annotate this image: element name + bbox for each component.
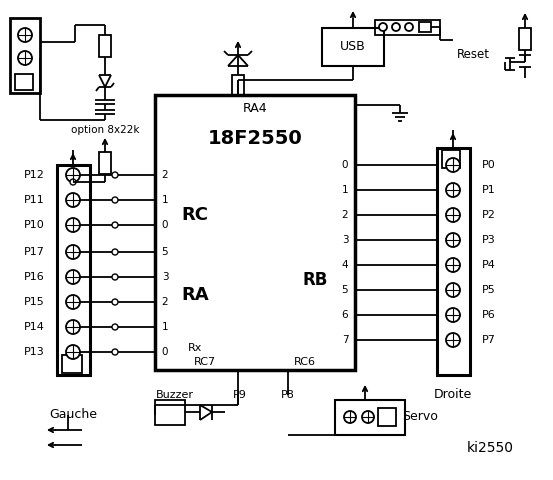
Text: P10: P10 bbox=[24, 220, 45, 230]
Text: 5: 5 bbox=[161, 247, 168, 257]
Circle shape bbox=[66, 295, 80, 309]
Circle shape bbox=[112, 222, 118, 228]
Bar bbox=[232, 75, 244, 95]
Circle shape bbox=[112, 172, 118, 178]
Bar bbox=[62, 355, 82, 373]
Text: 4: 4 bbox=[342, 260, 348, 270]
Text: P2: P2 bbox=[482, 210, 496, 220]
Circle shape bbox=[112, 299, 118, 305]
Circle shape bbox=[392, 23, 400, 31]
Text: option 8x22k: option 8x22k bbox=[71, 125, 139, 135]
Text: 18F2550: 18F2550 bbox=[207, 129, 302, 147]
Text: Servo: Servo bbox=[402, 410, 438, 423]
Circle shape bbox=[446, 283, 460, 297]
Circle shape bbox=[379, 23, 387, 31]
Text: P0: P0 bbox=[482, 160, 495, 170]
Circle shape bbox=[112, 197, 118, 203]
Text: P4: P4 bbox=[482, 260, 496, 270]
Bar bbox=[57, 165, 90, 375]
Bar bbox=[155, 400, 185, 425]
Bar bbox=[375, 20, 440, 35]
Text: 0: 0 bbox=[161, 220, 168, 230]
Text: 2: 2 bbox=[342, 210, 348, 220]
Text: RC7: RC7 bbox=[194, 357, 216, 367]
Circle shape bbox=[66, 270, 80, 284]
Text: RC6: RC6 bbox=[294, 357, 316, 367]
Bar bbox=[335, 400, 405, 435]
Text: Gauche: Gauche bbox=[49, 408, 97, 421]
Bar bbox=[322, 28, 384, 66]
Circle shape bbox=[344, 411, 356, 423]
Text: P15: P15 bbox=[24, 297, 45, 307]
Text: P11: P11 bbox=[24, 195, 45, 205]
Text: 2: 2 bbox=[161, 297, 168, 307]
Text: 3: 3 bbox=[161, 272, 168, 282]
Text: P5: P5 bbox=[482, 285, 495, 295]
Circle shape bbox=[18, 51, 32, 65]
Text: P1: P1 bbox=[482, 185, 495, 195]
Circle shape bbox=[362, 411, 374, 423]
Bar bbox=[419, 22, 431, 32]
Text: 0: 0 bbox=[342, 160, 348, 170]
Text: 5: 5 bbox=[342, 285, 348, 295]
Text: 1: 1 bbox=[342, 185, 348, 195]
Circle shape bbox=[66, 218, 80, 232]
Circle shape bbox=[446, 333, 460, 347]
Bar bbox=[15, 74, 33, 90]
Bar bbox=[519, 28, 531, 50]
Bar bbox=[10, 18, 40, 93]
Text: 3: 3 bbox=[342, 235, 348, 245]
Text: P14: P14 bbox=[24, 322, 45, 332]
Text: USB: USB bbox=[340, 40, 366, 53]
Circle shape bbox=[66, 345, 80, 359]
Circle shape bbox=[446, 158, 460, 172]
Text: 1: 1 bbox=[161, 195, 168, 205]
Text: RC: RC bbox=[181, 206, 208, 224]
Text: Rx: Rx bbox=[188, 343, 202, 353]
Text: P16: P16 bbox=[24, 272, 45, 282]
Bar bbox=[437, 148, 470, 375]
Text: P6: P6 bbox=[482, 310, 495, 320]
Bar bbox=[442, 150, 460, 168]
Text: Buzzer: Buzzer bbox=[156, 390, 194, 400]
Circle shape bbox=[446, 233, 460, 247]
Circle shape bbox=[405, 23, 413, 31]
Circle shape bbox=[112, 324, 118, 330]
Text: P9: P9 bbox=[233, 390, 247, 400]
Text: 2: 2 bbox=[161, 170, 168, 180]
Circle shape bbox=[66, 245, 80, 259]
Circle shape bbox=[66, 193, 80, 207]
Text: P3: P3 bbox=[482, 235, 495, 245]
Text: 7: 7 bbox=[342, 335, 348, 345]
Circle shape bbox=[66, 320, 80, 334]
Text: RA: RA bbox=[181, 286, 209, 304]
Text: Droite: Droite bbox=[434, 388, 472, 401]
Circle shape bbox=[446, 183, 460, 197]
Circle shape bbox=[446, 208, 460, 222]
Circle shape bbox=[66, 168, 80, 182]
Bar bbox=[378, 408, 396, 426]
Text: Reset: Reset bbox=[457, 48, 490, 61]
Text: ki2550: ki2550 bbox=[467, 441, 514, 455]
Bar bbox=[155, 95, 355, 370]
Circle shape bbox=[18, 28, 32, 42]
Circle shape bbox=[112, 249, 118, 255]
Circle shape bbox=[446, 258, 460, 272]
Circle shape bbox=[112, 349, 118, 355]
Text: P7: P7 bbox=[482, 335, 496, 345]
Text: P17: P17 bbox=[24, 247, 45, 257]
Circle shape bbox=[112, 274, 118, 280]
Text: P13: P13 bbox=[24, 347, 45, 357]
Text: P8: P8 bbox=[281, 390, 295, 400]
Text: P12: P12 bbox=[24, 170, 45, 180]
Text: RA4: RA4 bbox=[243, 101, 267, 115]
Text: 6: 6 bbox=[342, 310, 348, 320]
Circle shape bbox=[446, 308, 460, 322]
Text: 1: 1 bbox=[161, 322, 168, 332]
Circle shape bbox=[70, 179, 76, 185]
Bar bbox=[99, 152, 111, 174]
Text: RB: RB bbox=[302, 271, 328, 289]
Text: 0: 0 bbox=[161, 347, 168, 357]
Bar bbox=[99, 35, 111, 57]
